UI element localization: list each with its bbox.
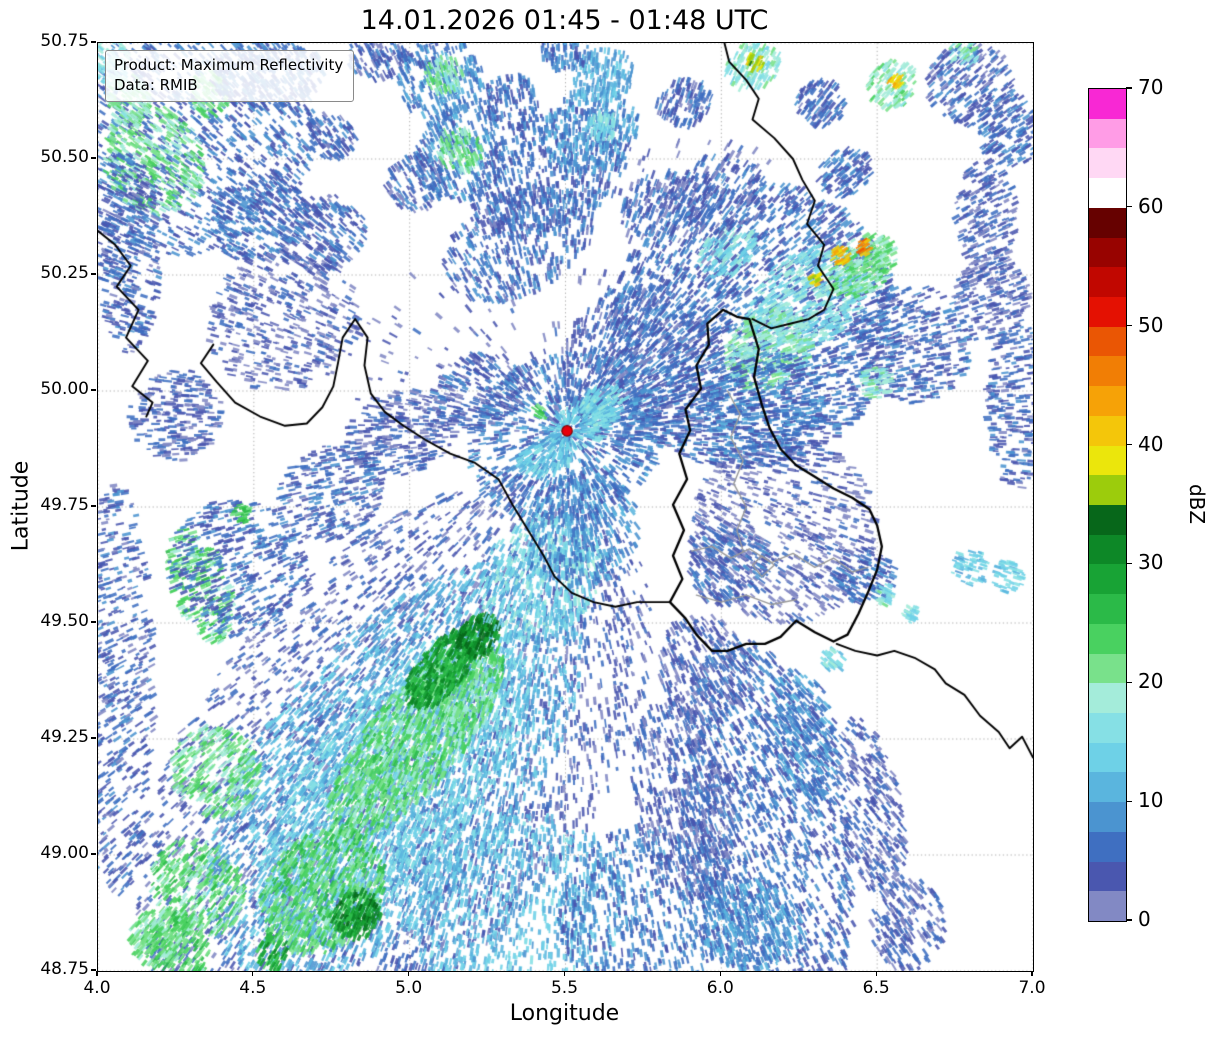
colorbar-tick-label: 70 [1138, 75, 1164, 99]
colorbar-segment [1089, 296, 1126, 327]
colorbar-segment [1089, 355, 1126, 387]
x-tick-label: 5.5 [550, 978, 579, 998]
y-tick-label: 50.25 [40, 263, 89, 283]
data-source-label: Data: RMIB [114, 76, 198, 95]
y-tick-mark [91, 389, 96, 391]
colorbar-segment [1089, 474, 1126, 505]
colorbar-segment [1089, 147, 1126, 179]
x-tick-mark [96, 971, 98, 976]
x-tick-label: 7.0 [1018, 978, 1046, 998]
y-tick-mark [91, 41, 96, 43]
product-info-box: Product: Maximum Reflectivity Data: RMIB [105, 50, 355, 102]
colorbar-tick-mark [1126, 206, 1132, 208]
colorbar-segment [1089, 326, 1126, 357]
colorbar-segment [1089, 534, 1126, 565]
x-tick-mark [719, 971, 721, 976]
colorbar-segment [1089, 504, 1126, 535]
colorbar-segment [1089, 266, 1126, 297]
colorbar-segment [1089, 177, 1126, 208]
colorbar-tick-mark [1126, 800, 1132, 802]
colorbar-tick-label: 60 [1138, 193, 1164, 218]
colorbar-segment [1089, 236, 1126, 268]
y-tick-label: 49.75 [40, 495, 89, 515]
radar-canvas [98, 43, 1033, 971]
x-tick-label: 4.0 [83, 978, 111, 998]
colorbar-tick-mark [1126, 681, 1132, 683]
x-tick-label: 6.0 [706, 978, 734, 998]
colorbar-segment [1089, 563, 1126, 595]
y-tick-label: 49.25 [40, 727, 89, 747]
colorbar-segment [1089, 771, 1126, 803]
y-tick-mark [91, 853, 96, 855]
colorbar-segment [1089, 385, 1126, 416]
colorbar-segment [1089, 207, 1126, 238]
colorbar-tick-label: 50 [1138, 312, 1164, 337]
y-tick-label: 50.50 [40, 147, 89, 167]
colorbar-tick-mark [1126, 325, 1132, 327]
colorbar-tick-label: 10 [1138, 788, 1164, 813]
colorbar-segment [1089, 742, 1126, 773]
colorbar-tick-label: 0 [1138, 907, 1151, 931]
map-plot-area: Product: Maximum Reflectivity Data: RMIB [97, 42, 1034, 972]
y-tick-mark [91, 621, 96, 623]
colorbar-segment [1089, 801, 1126, 832]
y-tick-mark [91, 505, 96, 507]
x-axis-label: Longitude [509, 1001, 620, 1026]
x-tick-mark [252, 971, 254, 976]
colorbar-segment [1089, 712, 1126, 743]
colorbar-tick-label: 30 [1138, 550, 1164, 575]
colorbar-tick-label: 20 [1138, 669, 1164, 694]
y-tick-label: 49.50 [40, 611, 89, 631]
colorbar-segment [1089, 444, 1126, 476]
colorbar-tick-label: 40 [1138, 431, 1164, 456]
colorbar-segment [1089, 118, 1126, 149]
y-tick-label: 50.75 [40, 31, 89, 51]
y-tick-mark [91, 969, 96, 971]
colorbar-segment [1089, 593, 1126, 624]
colorbar-tick-mark [1126, 562, 1132, 565]
y-tick-mark [91, 157, 96, 159]
y-tick-label: 49.00 [40, 843, 89, 863]
plot-title: 14.01.2026 01:45 - 01:48 UTC [360, 5, 769, 36]
colorbar-segment [1089, 831, 1126, 862]
x-tick-label: 5.0 [395, 978, 423, 998]
colorbar-label: dBZ [1185, 483, 1209, 525]
x-tick-label: 6.5 [862, 978, 890, 998]
colorbar-segment [1089, 890, 1126, 921]
colorbar-tick-mark [1126, 919, 1132, 921]
y-tick-mark [91, 737, 96, 739]
colorbar-segment [1089, 623, 1126, 654]
x-tick-mark [408, 971, 410, 976]
colorbar-tick-mark [1126, 87, 1132, 89]
colorbar [1088, 88, 1127, 922]
colorbar-segment [1089, 682, 1126, 713]
colorbar-segment [1089, 89, 1126, 119]
colorbar-segment [1089, 415, 1126, 446]
x-tick-label: 4.5 [239, 978, 267, 998]
x-tick-mark [875, 971, 877, 976]
colorbar-segment [1089, 652, 1126, 684]
colorbar-segment [1089, 860, 1126, 892]
y-tick-label: 50.00 [40, 379, 89, 399]
y-tick-label: 48.75 [40, 959, 89, 979]
x-tick-mark [1031, 971, 1033, 976]
colorbar-tick-mark [1126, 443, 1132, 446]
y-tick-mark [91, 273, 96, 275]
x-tick-mark [563, 971, 566, 976]
product-label: Product: Maximum Reflectivity [114, 56, 344, 74]
